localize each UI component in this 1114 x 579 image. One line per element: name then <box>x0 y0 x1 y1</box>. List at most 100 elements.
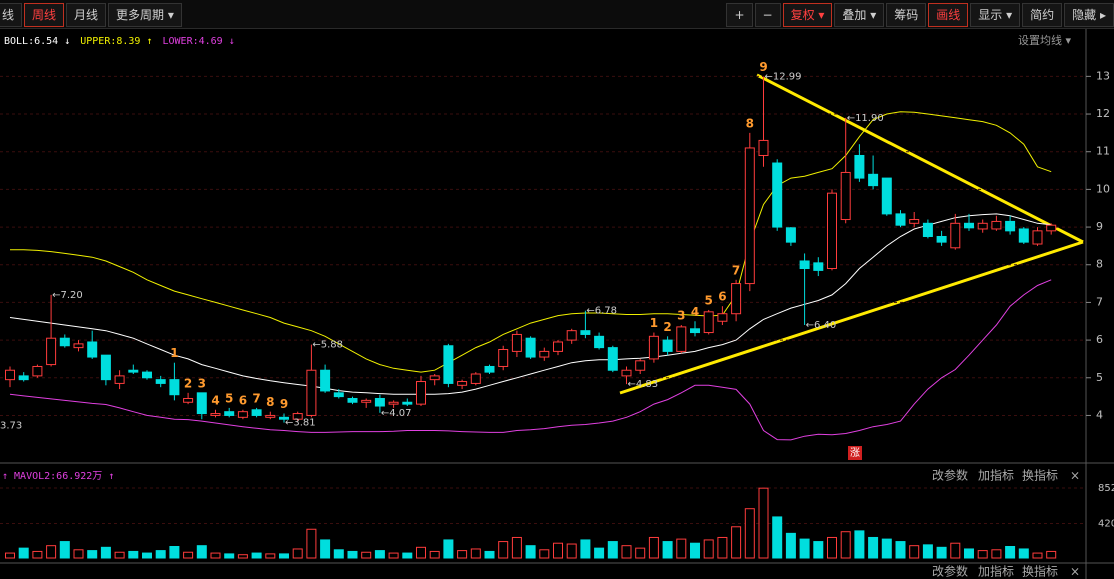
extreme-label: ←5.88 <box>312 340 343 351</box>
volume-bar <box>1018 548 1029 559</box>
panel-button[interactable]: 换指标 <box>1022 564 1058 579</box>
y-tick-label: 12 <box>1096 107 1110 120</box>
toolbar-button[interactable]: 周线 <box>24 3 65 27</box>
panel-button[interactable]: × <box>1070 565 1080 579</box>
count-label: 8 <box>266 395 274 409</box>
candle-body <box>868 173 879 187</box>
volume-bar <box>964 548 974 559</box>
volume-bar <box>635 547 646 559</box>
volume-bar <box>320 539 331 559</box>
volume-bar <box>991 549 1002 559</box>
count-label: 6 <box>718 290 726 304</box>
volume-bar <box>758 487 769 559</box>
candle-body <box>470 373 481 384</box>
candle-body <box>1032 230 1043 245</box>
volume-bar <box>731 526 742 559</box>
toolbar-button[interactable]: 复权 ▾ <box>782 3 833 27</box>
volume-bar <box>621 545 632 559</box>
extreme-label: ←6.40 <box>806 320 837 331</box>
count-label: 3 <box>677 309 685 323</box>
volume-bar <box>87 550 98 559</box>
boll-line <box>9 213 1052 395</box>
candle-body <box>813 262 824 271</box>
panel-button[interactable]: × <box>1070 469 1080 483</box>
toolbar-button[interactable]: 叠加 ▾ <box>834 3 885 27</box>
candle-body <box>224 411 235 416</box>
toolbar-button[interactable]: 线 <box>0 3 23 27</box>
candle-body <box>827 192 837 270</box>
count-label: 9 <box>280 397 288 411</box>
candle-body <box>32 365 43 377</box>
volume-bar <box>840 531 851 559</box>
volume-bar <box>881 538 892 559</box>
volume-bar <box>950 542 961 559</box>
y-tick-label: 8 <box>1096 258 1103 271</box>
candle-body <box>265 414 276 418</box>
toolbar-button[interactable]: 画线 <box>928 3 969 27</box>
candle-body <box>690 328 700 334</box>
candle-body <box>662 339 673 352</box>
panel-button[interactable]: 换指标 <box>1022 468 1058 483</box>
candle-body <box>909 219 920 224</box>
candle-body <box>950 222 961 249</box>
candle-body <box>388 401 399 405</box>
extreme-label: ←12.99 <box>765 72 802 83</box>
y-tick-label: 10 <box>1096 182 1110 195</box>
candle-body <box>648 335 659 360</box>
toolbar-button[interactable]: 显示 ▾ <box>970 3 1021 27</box>
toolbar-button[interactable]: 隐藏 ▸ <box>1064 3 1114 27</box>
candle-body <box>5 369 15 381</box>
volume-bar <box>333 549 344 559</box>
volume-bar <box>224 553 235 559</box>
candle-body <box>566 330 577 341</box>
candle-body <box>114 375 125 384</box>
candle-body <box>1046 224 1057 232</box>
toolbar-left: 线周线 月线 更多周期 ▾ <box>0 3 182 27</box>
volume-bar <box>279 553 289 559</box>
toolbar-button[interactable]: 更多周期 ▾ <box>108 3 182 27</box>
volume-bar <box>429 550 440 559</box>
panel-button[interactable]: 加指标 <box>978 564 1014 579</box>
volume-title: ↑ MAVOL2:66.922万 ↑ <box>2 471 114 482</box>
candle-body <box>87 341 98 358</box>
candle-body <box>936 235 947 243</box>
toolbar-button[interactable]: + <box>726 3 753 27</box>
trend-line <box>619 240 1084 395</box>
candle-body <box>237 411 248 418</box>
volume-bar <box>100 546 111 559</box>
candle-body <box>621 369 632 377</box>
extreme-label: ←6.78 <box>586 306 617 317</box>
y-tick-label: 7 <box>1096 295 1103 308</box>
candle-body <box>429 375 440 381</box>
candle-body <box>73 343 84 349</box>
panel-button[interactable]: 改参数 <box>932 564 968 579</box>
y-tick-label: 13 <box>1096 69 1110 82</box>
count-label: 7 <box>732 263 740 277</box>
settings-button[interactable]: 设置均线 ▾ <box>1018 33 1071 47</box>
candle-body <box>539 350 550 358</box>
toolbar-button[interactable]: 简约 <box>1022 3 1063 27</box>
volume-bar <box>265 553 276 559</box>
candle-body <box>457 381 468 386</box>
volume-bar <box>59 541 70 559</box>
toolbar-button[interactable]: 筹码 <box>886 3 927 27</box>
panel-button[interactable]: 加指标 <box>978 468 1014 483</box>
volume-bar <box>690 542 700 559</box>
candle-body <box>758 139 769 156</box>
volume-bar <box>142 552 152 559</box>
volume-bar <box>183 551 194 559</box>
toolbar-button[interactable]: − <box>754 3 781 27</box>
candle-body <box>374 397 385 407</box>
volume-bar <box>580 539 591 559</box>
volume-bar <box>813 541 824 559</box>
panel-button[interactable]: 改参数 <box>932 468 968 483</box>
candle-body <box>854 154 865 179</box>
y-tick-label: 852 <box>1098 483 1114 494</box>
toolbar-button[interactable]: 月线 <box>66 3 107 27</box>
count-label: 1 <box>650 316 658 330</box>
volume-bar <box>1046 550 1057 559</box>
boll-line <box>9 279 1052 441</box>
volume-bar <box>5 552 15 559</box>
candle-body <box>128 369 139 373</box>
